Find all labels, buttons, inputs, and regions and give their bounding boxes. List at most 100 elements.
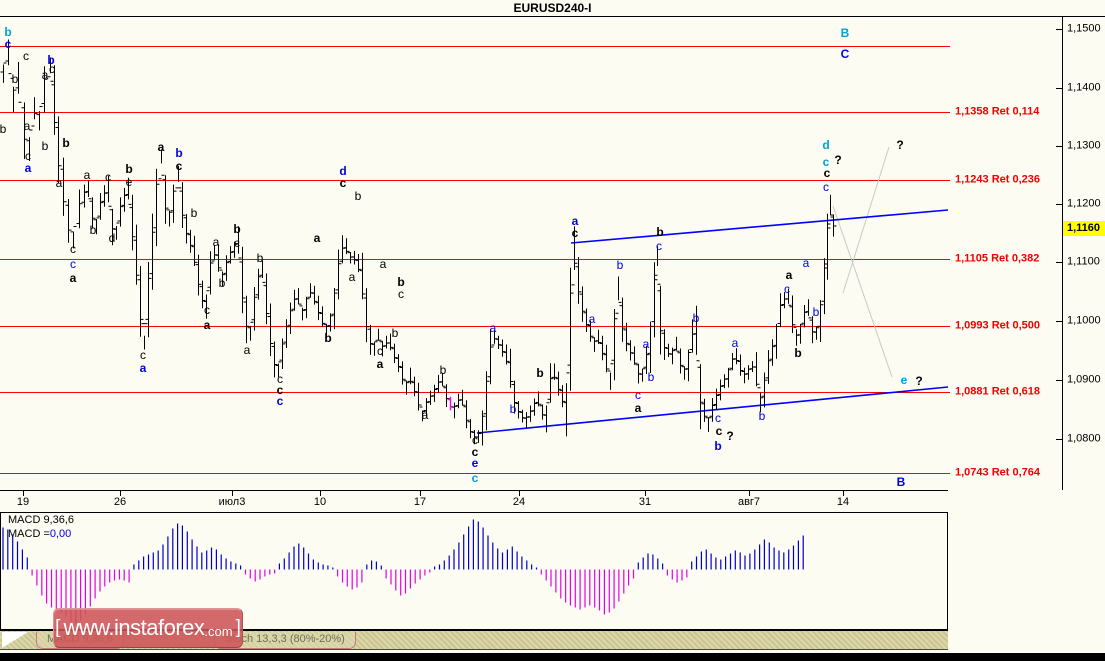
wave-label-b: b — [758, 409, 766, 423]
wave-label-c: c — [140, 348, 146, 362]
wave-label-a: a — [785, 268, 793, 282]
wave-label-a: a — [83, 168, 91, 182]
wave-label-b: b — [324, 331, 332, 345]
wave-label-c: c — [656, 239, 662, 253]
fib-label-0,618: 1,0881 Ret 0,618 — [955, 385, 1041, 398]
wave-label-a: a — [313, 231, 321, 245]
wave-label-c: c — [822, 155, 830, 169]
trendline-1[interactable] — [570, 209, 949, 244]
wave-label-a: a — [212, 235, 220, 249]
tab-stochastic[interactable]: Stoch 13,3,3 (80%-20%) — [214, 632, 356, 649]
wave-label-b: b — [354, 189, 362, 203]
wave-label-a: a — [802, 256, 810, 270]
wave-label-b: b — [11, 72, 19, 86]
fib-label-0,236: 1,1243 Ret 0,236 — [955, 173, 1041, 186]
wave-label-a: a — [376, 357, 384, 371]
wave-label-b: b — [656, 225, 664, 239]
price-axis-label: 1,0900 — [1067, 373, 1101, 386]
wave-label-c: c — [472, 433, 478, 447]
wave-label-b: b — [175, 146, 183, 160]
projection-line-2[interactable] — [832, 205, 893, 378]
wave-label-b: b — [616, 258, 624, 272]
wave-label-b: b — [536, 366, 544, 380]
wave-label-C: C — [840, 47, 850, 61]
tab-scroll-marker[interactable] — [2, 632, 28, 648]
wave-label-b: b — [233, 222, 241, 236]
wave-label-a: a — [139, 361, 147, 375]
wave-label-c: c — [105, 170, 111, 184]
wave-label-b: b — [47, 53, 55, 67]
price-axis-label: 1,1100 — [1067, 255, 1100, 268]
wave-label-B: B — [840, 26, 850, 40]
logo-bracket-right: ] — [235, 617, 241, 638]
wave-label-a: a — [588, 312, 596, 326]
macd-value-label: MACD = — [8, 528, 50, 540]
wave-label-?: ? — [915, 374, 923, 388]
time-axis-label: авг7 — [737, 496, 761, 508]
wave-label-b: b — [4, 25, 12, 39]
wave-label-a: a — [55, 176, 63, 190]
macd-panel-border — [0, 512, 948, 630]
wave-label-a: a — [203, 318, 211, 332]
wave-label-c: c — [204, 303, 210, 317]
ohlc-bars[interactable] — [0, 39, 837, 446]
time-axis-label: июл3 — [218, 496, 246, 508]
wave-label-e: e — [125, 175, 133, 189]
logo-text: www.instaforex — [63, 615, 205, 640]
wave-label-c: c — [715, 424, 723, 438]
time-axis-label: 19 — [16, 496, 30, 508]
wave-label-c: c — [175, 159, 183, 173]
wave-label-a: a — [41, 68, 49, 82]
macd-indicator-label: MACD 9,36,6 — [8, 514, 75, 526]
time-axis-label: 26 — [113, 496, 127, 508]
fib-label-0,382: 1,1105 Ret 0,382 — [955, 252, 1040, 265]
wave-label-c: c — [276, 383, 284, 397]
price-axis-label: 1,1000 — [1067, 314, 1101, 327]
macd-value-line: MACD =0,00 — [8, 528, 71, 540]
wave-label-c: c — [277, 372, 283, 386]
time-axis-label: 31 — [638, 496, 652, 508]
time-axis-label: 10 — [313, 496, 327, 508]
time-axis-label: 17 — [413, 496, 427, 508]
wave-label-c: c — [377, 344, 383, 358]
time-axis-label: 24 — [512, 496, 526, 508]
wave-label-c: c — [823, 180, 829, 194]
wave-label-B: B — [896, 475, 906, 489]
wave-label-c: c — [234, 236, 240, 250]
chart-title: EURUSD240-I — [513, 1, 592, 15]
wave-label-b: b — [125, 162, 133, 176]
wave-label-b: b — [41, 139, 49, 153]
wave-label-b: b — [62, 136, 70, 150]
wave-label-c: c — [23, 49, 29, 63]
macd-bars-negative — [31, 569, 688, 624]
wave-label-a: a — [24, 161, 32, 175]
status-bar — [0, 653, 1105, 661]
macd-bars-positive — [2, 519, 804, 570]
logo-bracket-left: [ — [55, 617, 61, 638]
price-axis-label: 1,1500 — [1067, 22, 1101, 35]
highlighted-bar[interactable] — [447, 396, 454, 411]
wave-label-c: c — [70, 257, 76, 271]
wave-label-c: c — [398, 287, 404, 301]
price-axis-label: 1,1300 — [1067, 139, 1101, 152]
wave-label-a: a — [642, 337, 650, 351]
wave-label-b: b — [391, 326, 399, 340]
wave-label-b: b — [812, 305, 820, 319]
wave-label-c: c — [4, 37, 12, 51]
wave-label-c: c — [715, 411, 721, 425]
wave-label-d: d — [822, 138, 830, 152]
wave-label-b: b — [89, 223, 97, 237]
wave-label-b: b — [397, 275, 405, 289]
wave-label-a: a — [157, 140, 165, 154]
wave-label-?: ? — [726, 429, 734, 443]
instaforex-watermark-logo: [ www.instaforex .com ] — [53, 608, 243, 648]
wave-label-b: b — [439, 363, 447, 377]
time-axis-label: 14 — [836, 496, 850, 508]
wave-label-a: a — [348, 270, 356, 284]
wave-label-b: b — [794, 346, 802, 360]
projection-line-1[interactable] — [842, 146, 890, 294]
wave-label-c: c — [571, 226, 579, 240]
wave-label-a: a — [243, 343, 251, 357]
